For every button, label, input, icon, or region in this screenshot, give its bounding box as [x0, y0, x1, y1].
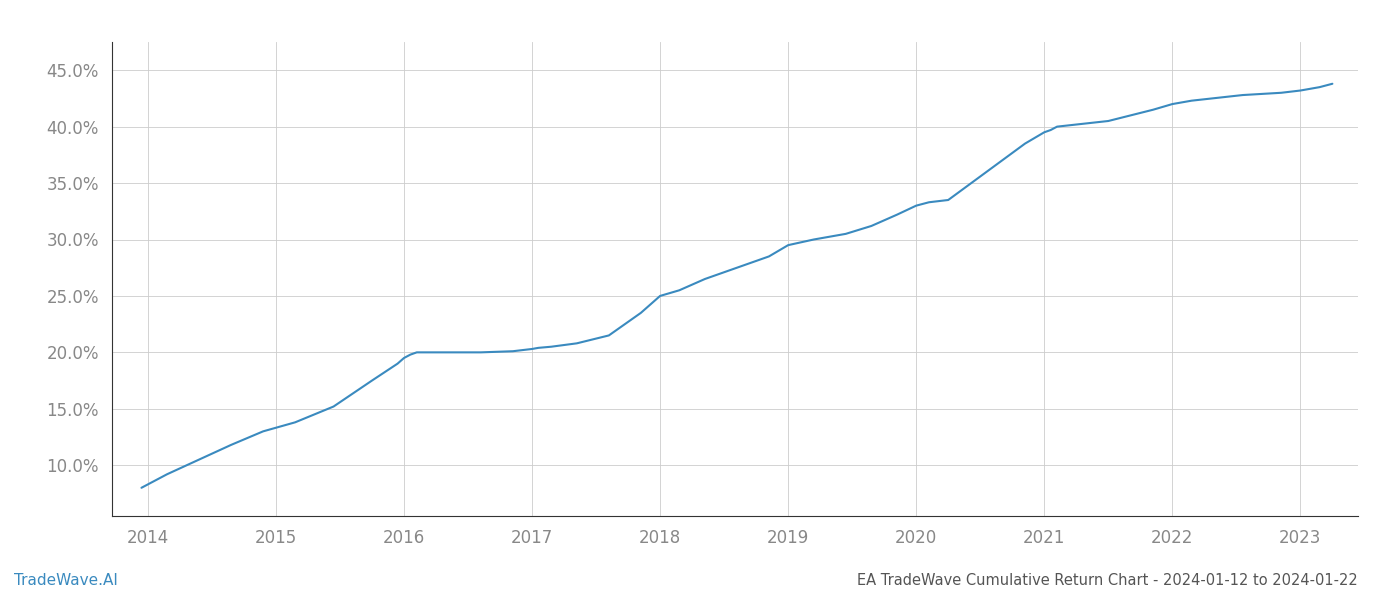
Text: EA TradeWave Cumulative Return Chart - 2024-01-12 to 2024-01-22: EA TradeWave Cumulative Return Chart - 2… [857, 573, 1358, 588]
Text: TradeWave.AI: TradeWave.AI [14, 573, 118, 588]
